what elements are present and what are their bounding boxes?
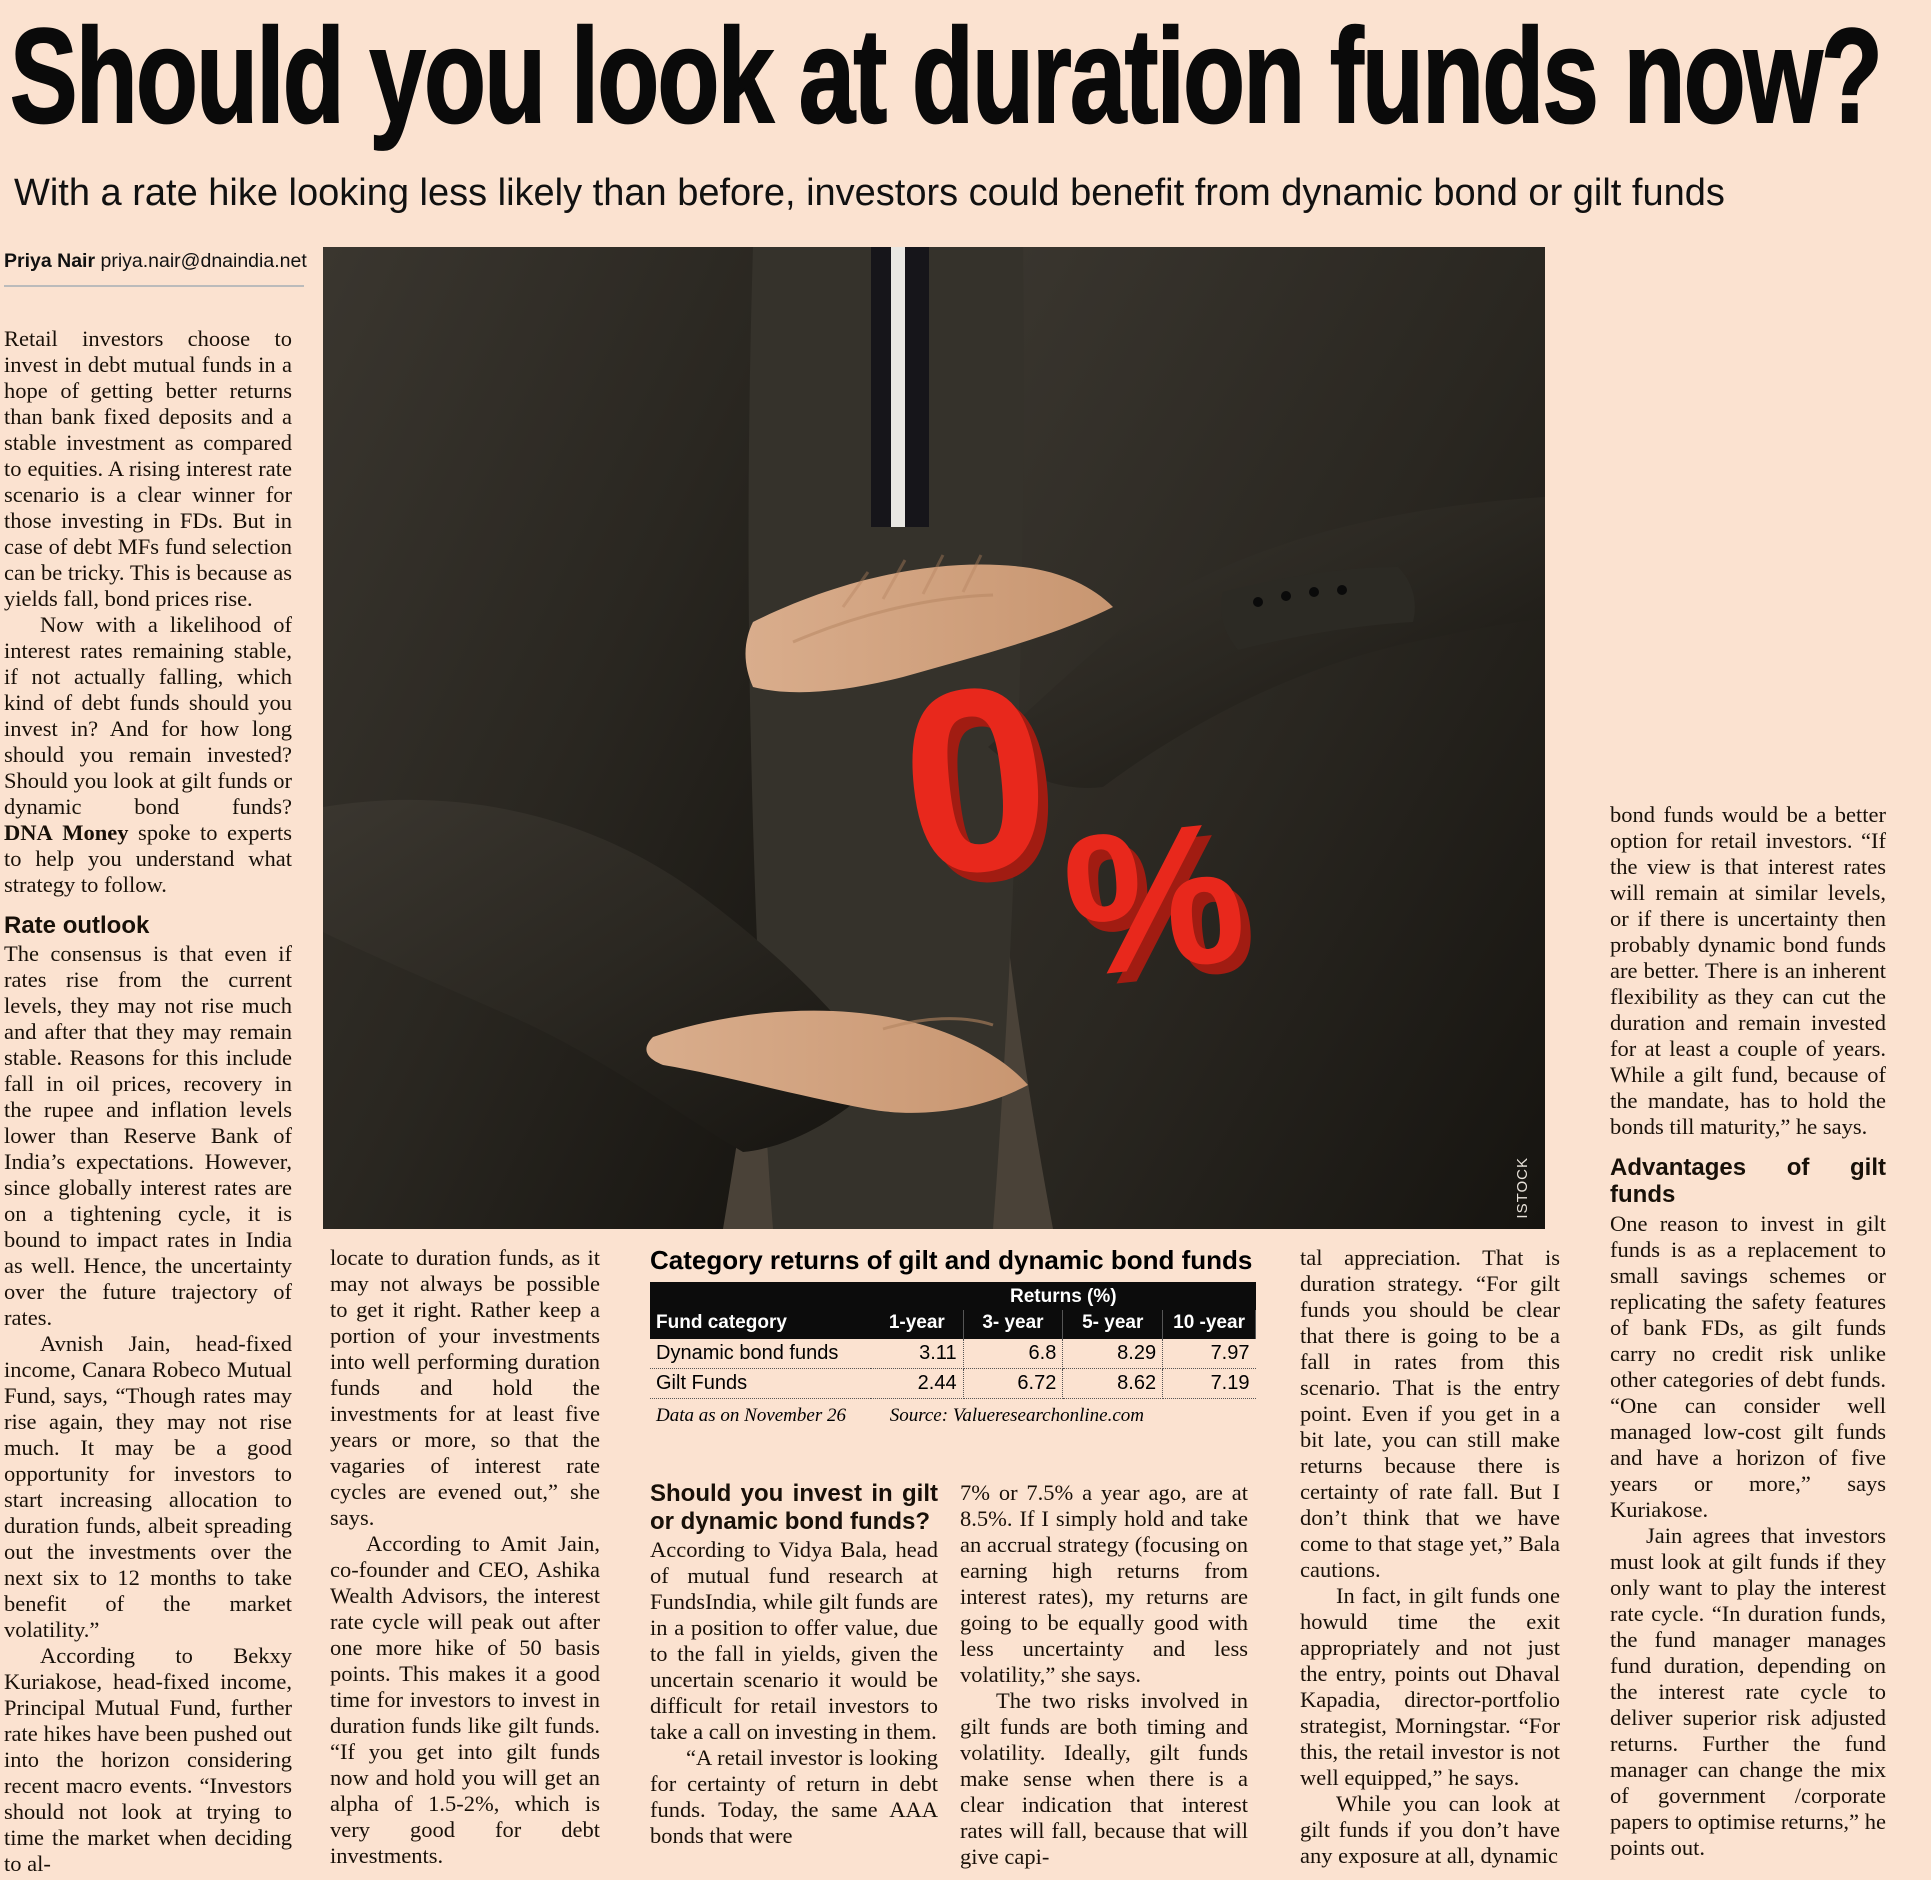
- svg-text:%: %: [1054, 779, 1254, 1019]
- svg-text:0: 0: [889, 629, 1063, 933]
